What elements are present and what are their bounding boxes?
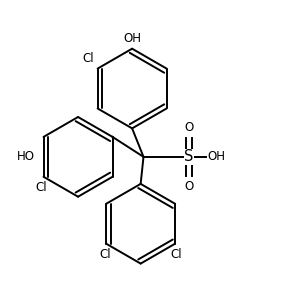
Text: S: S: [184, 149, 194, 164]
Text: O: O: [185, 121, 194, 134]
Text: Cl: Cl: [83, 52, 94, 65]
Text: Cl: Cl: [35, 181, 47, 194]
Text: OH: OH: [208, 150, 226, 163]
Text: Cl: Cl: [171, 248, 183, 261]
Text: OH: OH: [123, 32, 141, 45]
Text: HO: HO: [17, 150, 35, 163]
Text: Cl: Cl: [99, 248, 110, 261]
Text: O: O: [185, 180, 194, 192]
